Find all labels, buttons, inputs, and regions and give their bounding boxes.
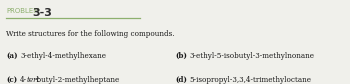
Text: 5-isopropyl-3,3,4-trimethyloctane: 5-isopropyl-3,3,4-trimethyloctane [190,76,312,84]
Text: (b): (b) [175,52,187,60]
Text: (a): (a) [6,52,18,60]
Text: 3-ethyl-4-methylhexane: 3-ethyl-4-methylhexane [20,52,106,60]
Text: PROBLEM: PROBLEM [6,8,40,14]
Text: Write structures for the following compounds.: Write structures for the following compo… [6,30,175,38]
Text: 4-: 4- [20,76,27,84]
Text: 3-3: 3-3 [33,8,52,18]
Text: -butyl-2-methylheptane: -butyl-2-methylheptane [35,76,120,84]
Text: (c): (c) [6,76,18,84]
Text: (d): (d) [175,76,187,84]
Text: 3-ethyl-5-isobutyl-3-methylnonane: 3-ethyl-5-isobutyl-3-methylnonane [190,52,315,60]
Text: tert: tert [27,76,40,84]
